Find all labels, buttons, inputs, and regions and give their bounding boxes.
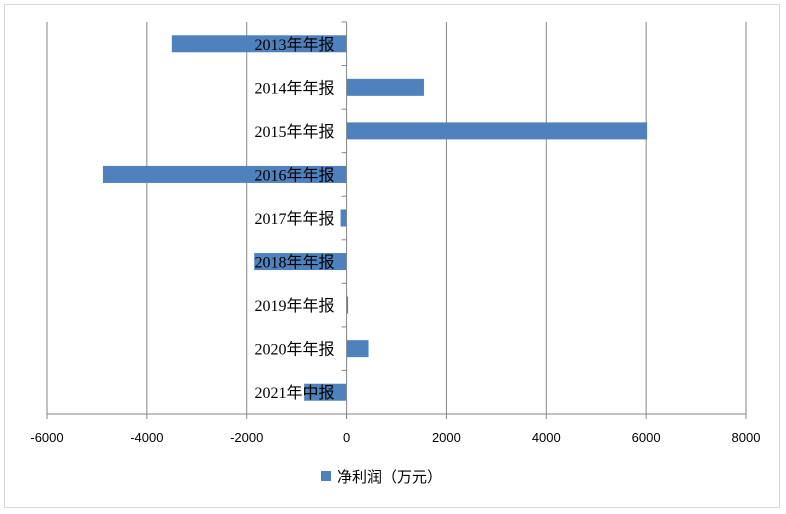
bar [340,209,347,227]
legend-label: 净利润（万元） [337,468,442,486]
category-label: 2021年中报 [255,384,335,402]
x-tick-label: 6000 [632,430,661,445]
category-label: 2015年年报 [255,123,335,141]
legend-swatch [321,471,331,481]
x-tick-label: -4000 [130,430,163,445]
x-tick-label: -6000 [30,430,63,445]
category-label: 2017年年报 [255,210,335,228]
x-tick-label: -2000 [230,430,263,445]
bar [346,122,648,140]
gridlines [46,22,747,414]
x-tick-label: 4000 [532,430,561,445]
bar [102,165,347,183]
category-label: 2014年年报 [255,79,335,97]
x-tick-label: 8000 [732,430,761,445]
legend: 净利润（万元） [321,468,442,486]
bar [304,383,347,401]
bar [346,78,424,96]
bar [346,340,369,358]
category-label: 2016年年报 [255,166,335,184]
bar [346,296,349,314]
x-tick-label: 0 [343,430,350,445]
bar [171,35,347,53]
category-labels: 2013年年报 2014年年报 2015年年报 2016年年报 2017年年报 2018年… [255,36,335,402]
bars [102,35,648,401]
x-axis: -6000 -4000 -2000 0 2000 4000 6000 8000 [30,21,761,445]
category-label: 2013年年报 [255,36,335,54]
bar [254,253,347,271]
category-label: 2018年年报 [255,254,335,272]
x-tick-label: 2000 [432,430,461,445]
category-label: 2019年年报 [255,297,335,315]
category-label: 2020年年报 [255,341,335,359]
